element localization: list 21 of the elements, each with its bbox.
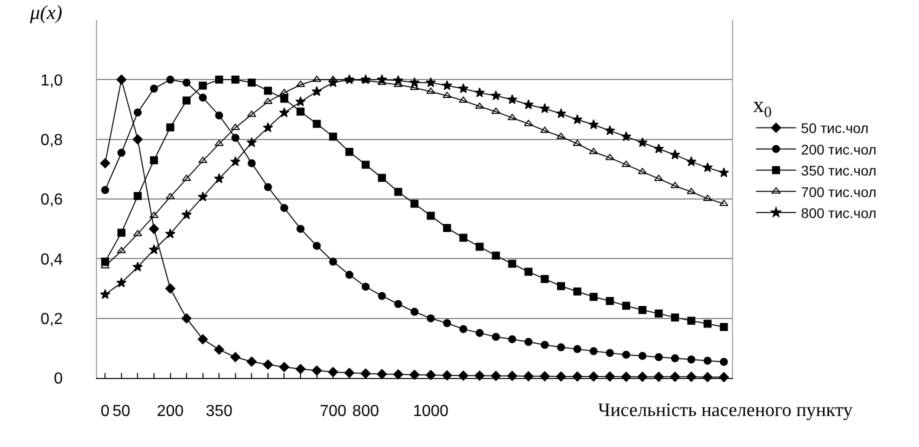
y-axis-title: μ(x) — [29, 2, 63, 24]
y-tick-label: 0,8 — [40, 132, 63, 149]
y-tick-label: 0,6 — [40, 192, 63, 209]
legend-label: 200 тис.чол — [801, 141, 876, 158]
y-tick-label: 0,4 — [40, 251, 63, 268]
y-tick-label: 1,0 — [40, 72, 63, 90]
legend-label: 350 тис.чол — [801, 162, 876, 179]
x-tick-label: 0 — [100, 403, 110, 420]
legend-label: 50 тис.чол — [801, 120, 869, 136]
legend-label: 700 тис.чол — [801, 184, 876, 200]
x-tick-label: 700 — [320, 403, 347, 420]
legend-label: 800 тис.чол — [801, 205, 876, 221]
legend-title: x$_{0}$ — [753, 92, 772, 121]
x-tick-label: 200 — [156, 403, 184, 420]
x-tick-label: 350 — [206, 403, 233, 420]
y-tick-label: 0 — [54, 370, 63, 388]
x-axis-title: Чисельність населеного пункту — [598, 400, 854, 421]
x-tick-label: 800 — [352, 403, 380, 420]
x-tick-label: 1000 — [412, 403, 449, 420]
x-tick-label: 50 — [112, 403, 130, 420]
y-tick-label: 0,2 — [40, 310, 63, 328]
